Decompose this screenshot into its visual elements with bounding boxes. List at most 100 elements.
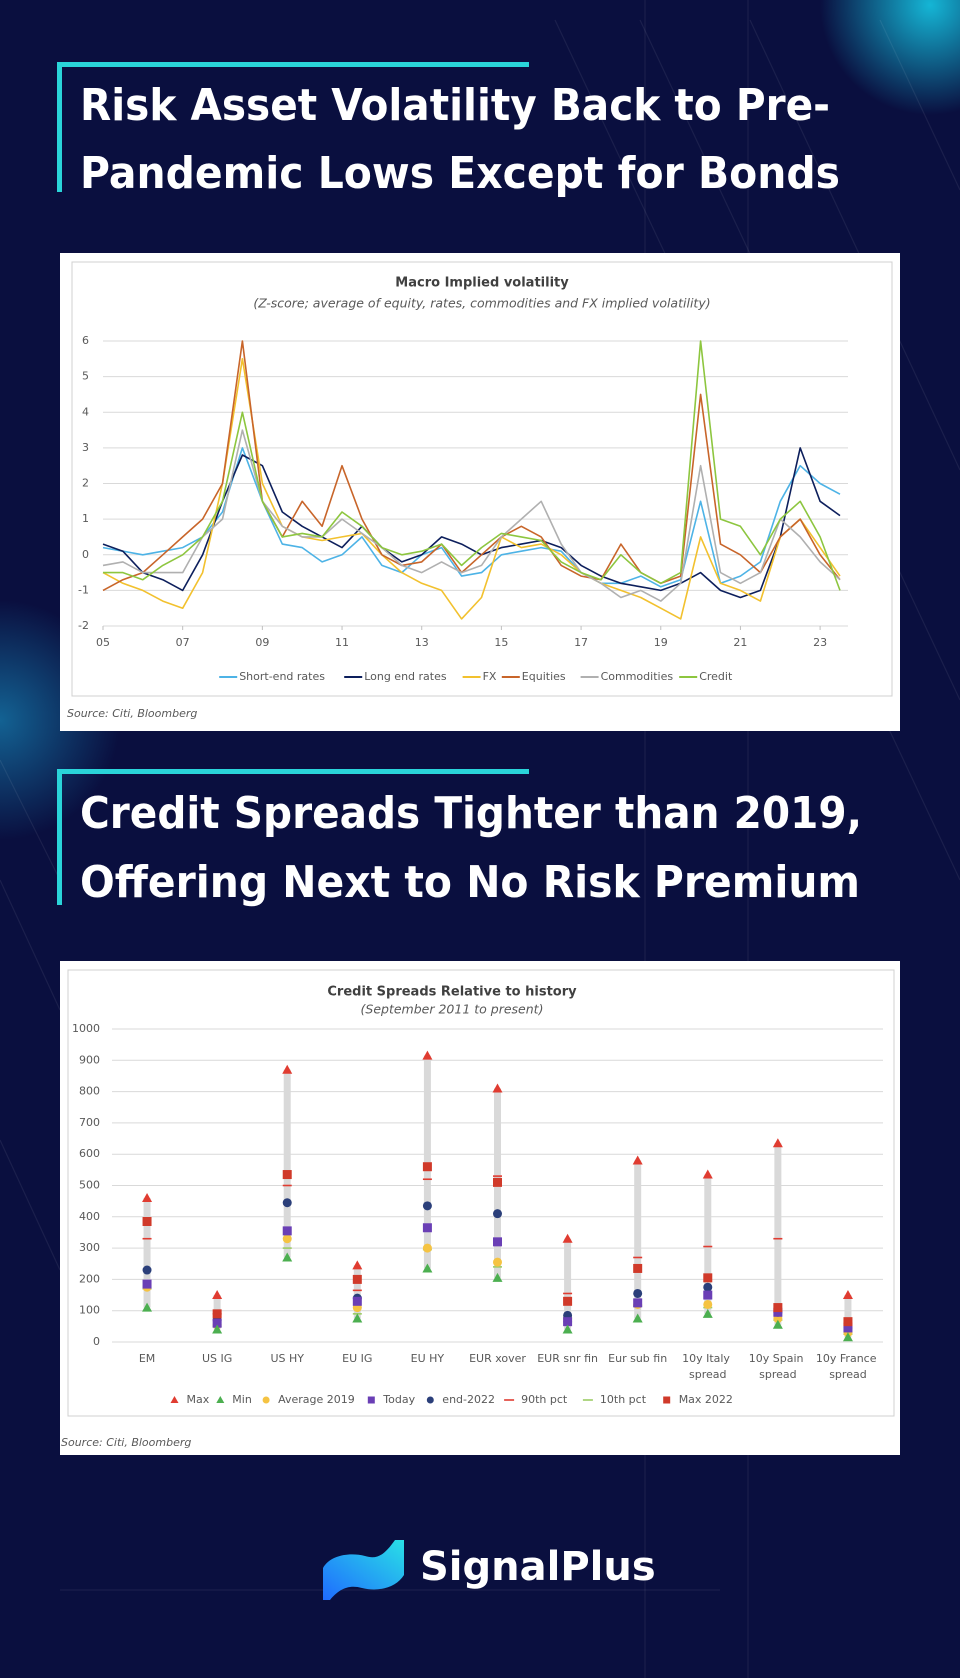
y-tick-label: 900 [79,1053,100,1066]
data-point [142,1265,152,1275]
chart-panel: Macro Implied volatility (Z-score; avera… [60,253,900,731]
data-point [352,1296,362,1306]
legend-swatch [262,1396,270,1404]
data-point [633,1298,643,1308]
y-tick-label: 3 [82,441,89,454]
data-point [702,1308,713,1318]
x-tick-label: 17 [574,636,588,649]
chart-border [71,261,893,697]
y-tick-label: 5 [82,370,89,383]
y-tick-label: 1000 [72,1022,100,1035]
data-point [142,1302,153,1312]
data-point [352,1274,362,1284]
range-bar [634,1160,642,1319]
data-point [492,1083,503,1093]
x-tick-label: 10y Spain spread [749,1352,807,1381]
source: Source: Citi, Bloomberg [67,707,197,720]
data-point [282,1234,292,1244]
data-point [282,1064,293,1074]
x-tick-label: 10y Italy spread [682,1352,733,1381]
data-point [632,1155,643,1165]
x-tick-label: 15 [494,636,508,649]
data-point [842,1332,853,1342]
data-point [563,1317,573,1327]
legend-swatch [216,1396,225,1403]
legend-label: Min [232,1393,252,1406]
data-point [212,1290,223,1300]
data-point [492,1272,503,1282]
y-tick-label: 800 [79,1085,100,1098]
x-tick-label: 23 [813,636,827,649]
series-line [103,340,841,591]
range-bar [353,1265,361,1319]
legend-label: Max [187,1393,210,1406]
series-line [102,340,841,592]
x-tick-label: EU IG [342,1352,372,1365]
data-point [703,1273,713,1283]
chart-title: Macro Implied volatility [395,276,569,291]
y-tick-label: 700 [79,1116,100,1129]
data-point [282,1198,292,1208]
data-point [703,1299,713,1309]
y-tick-label: 2 [82,477,89,490]
x-tick-label: 19 [654,636,668,649]
data-point [843,1317,853,1327]
y-tick-label: 1 [82,512,89,525]
data-point [422,1243,432,1253]
data-point [562,1233,573,1243]
heading: Risk Asset Volatility Back to Pre- [80,80,830,131]
x-tick-label: 09 [255,636,269,649]
x-tick-label: US IG [202,1352,232,1365]
range-bar [564,1238,572,1330]
chart-panel: Credit Spreads Relative to history (Sept… [60,961,900,1455]
panel [60,253,900,731]
y-tick-label: 4 [82,405,89,418]
y-tick-label: 100 [79,1304,100,1317]
x-tick-label: 21 [733,636,747,649]
x-tick-label: EUR xover [469,1352,526,1365]
data-point [842,1290,853,1300]
data-point [493,1209,502,1219]
legend-label: FX [483,670,497,683]
source: Source: Citi, Bloomberg [61,1436,191,1449]
series-line [102,429,841,602]
x-tick-label: EUR snr fin [537,1352,598,1365]
chart-border [67,969,895,1417]
panel [60,961,900,1455]
range-bar [143,1198,151,1308]
data-point [212,1309,222,1319]
data-point [282,1226,292,1236]
y-tick-label: 400 [79,1210,100,1223]
data-point [843,1323,853,1333]
data-point [352,1260,363,1270]
legend-label: Credit [699,670,733,683]
x-tick-label: Eur sub fin [608,1352,667,1365]
legend-label: Short-end rates [239,670,325,683]
legend-label: 10th pct [600,1393,647,1406]
legend-label: Equities [522,670,566,683]
data-point [633,1263,643,1273]
legend-label: Long end rates [364,670,447,683]
data-point [142,1216,152,1226]
y-tick-label: -2 [78,619,89,632]
data-point [493,1257,502,1267]
data-point [282,1252,293,1262]
range-bar [704,1174,712,1314]
legend-swatch [170,1396,179,1403]
heading: Offering Next to No Risk Premium [80,857,860,908]
chart-subtitle: (Z-score; average of equity, rates, comm… [253,296,710,311]
series-line [102,447,841,599]
range-bar [423,1055,431,1269]
data-point [422,1162,432,1172]
legend-label: Today [382,1393,415,1406]
x-tick-label: 07 [176,636,190,649]
legend-label: 90th pct [521,1393,568,1406]
legend-label: Max 2022 [679,1393,733,1406]
data-point [563,1296,573,1306]
x-tick-label: 05 [96,636,110,649]
range-bar [283,1069,291,1258]
y-tick-label: 0 [82,548,89,561]
x-tick-label: US HY [270,1352,304,1365]
brand-name: SignalPlus [420,1544,656,1590]
